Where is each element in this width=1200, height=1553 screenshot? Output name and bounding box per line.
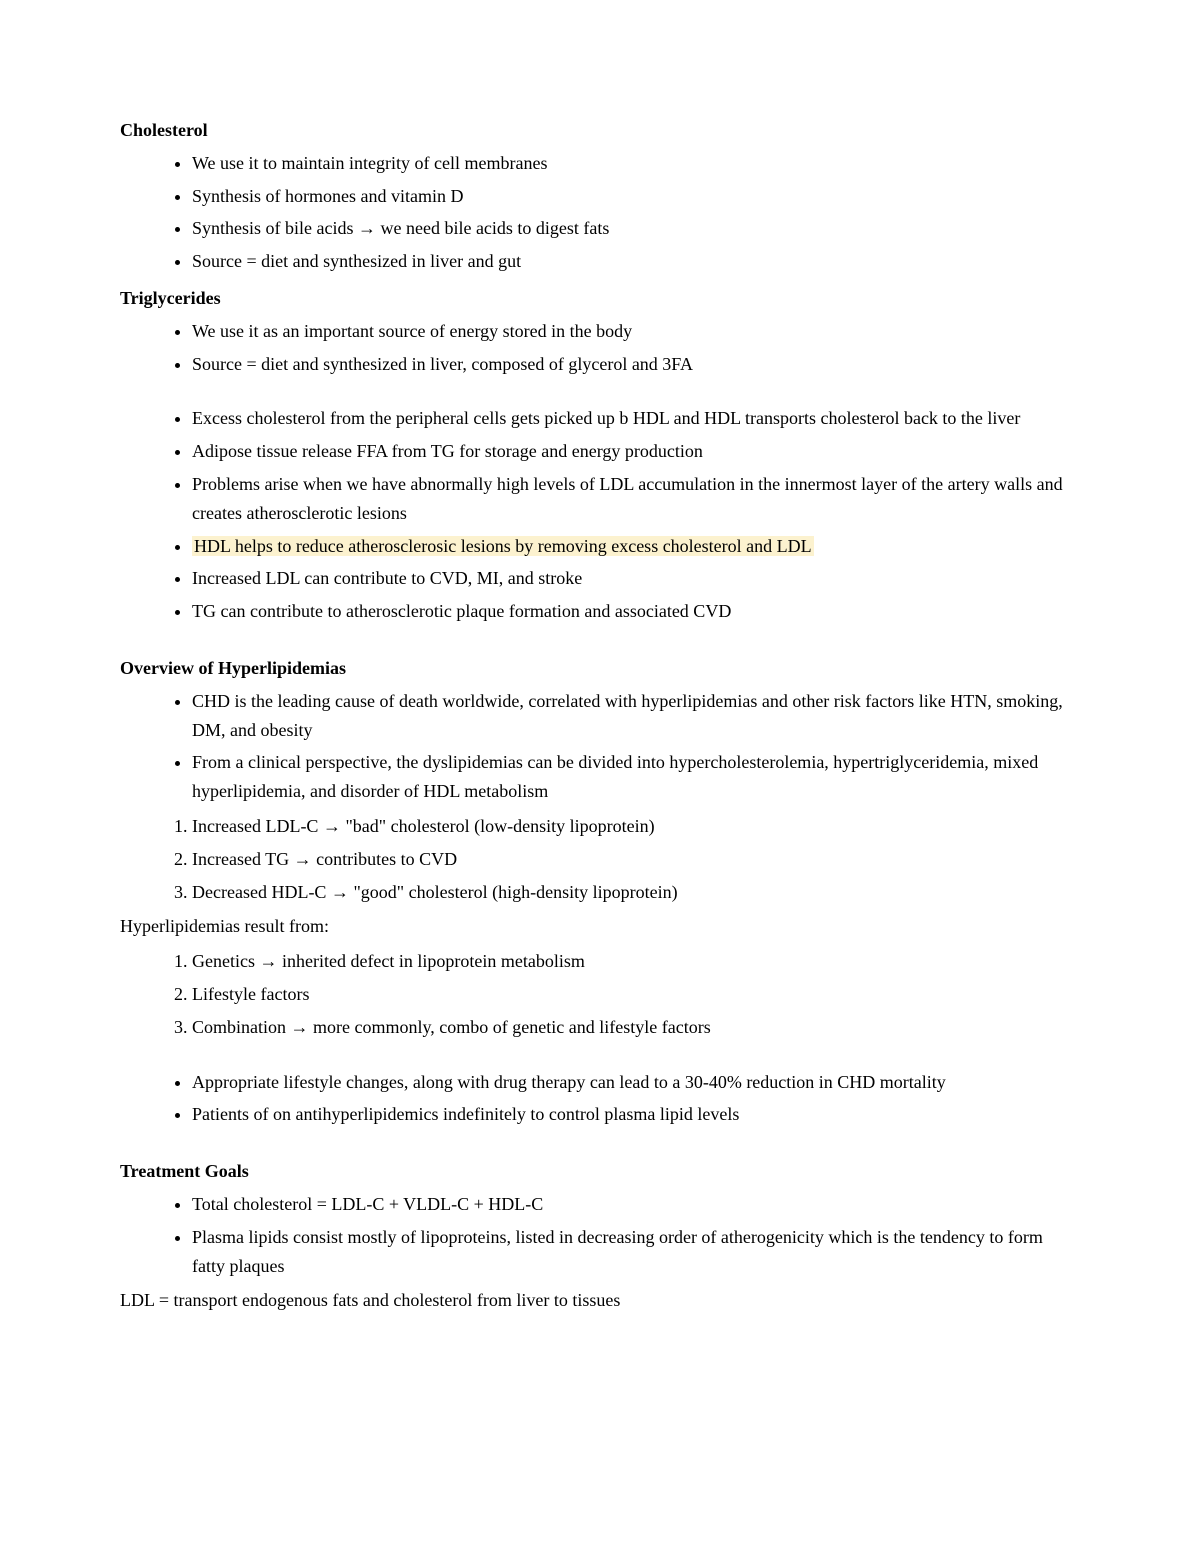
overview-numbered-a: Increased LDL-C → "bad" cholesterol (low… xyxy=(120,810,1080,908)
heading-treatment: Treatment Goals xyxy=(120,1157,1080,1186)
list-item: Source = diet and synthesized in liver a… xyxy=(192,245,1080,278)
list-item: Appropriate lifestyle changes, along wit… xyxy=(192,1066,1080,1099)
overview-numbered-b: Genetics → inherited defect in lipoprote… xyxy=(120,945,1080,1043)
list-item: TG can contribute to atherosclerotic pla… xyxy=(192,595,1080,628)
list-item: Genetics → inherited defect in lipoprote… xyxy=(192,945,1080,978)
heading-overview: Overview of Hyperlipidemias xyxy=(120,654,1080,683)
triglycerides-bullets-a: We use it as an important source of ener… xyxy=(120,315,1080,381)
list-item: Combination → more commonly, combo of ge… xyxy=(192,1011,1080,1044)
treatment-bullets: Total cholesterol = LDL-C + VLDL-C + HDL… xyxy=(120,1188,1080,1282)
list-item: CHD is the leading cause of death worldw… xyxy=(192,685,1080,747)
spacer xyxy=(120,630,1080,648)
list-item: Excess cholesterol from the peripheral c… xyxy=(192,402,1080,435)
list-item: We use it as an important source of ener… xyxy=(192,315,1080,348)
spacer xyxy=(120,382,1080,400)
list-item: Total cholesterol = LDL-C + VLDL-C + HDL… xyxy=(192,1188,1080,1221)
spacer xyxy=(120,1133,1080,1151)
overview-bullets-a: CHD is the leading cause of death worldw… xyxy=(120,685,1080,808)
overview-plain-text: Hyperlipidemias result from: xyxy=(120,912,1080,941)
document-page: Cholesterol We use it to maintain integr… xyxy=(0,0,1200,1553)
list-item: Plasma lipids consist mostly of lipoprot… xyxy=(192,1221,1080,1283)
highlight-text: HDL helps to reduce atherosclerosic lesi… xyxy=(192,536,814,556)
list-item-highlighted: HDL helps to reduce atherosclerosic lesi… xyxy=(192,530,1080,563)
list-item: Patients of on antihyperlipidemics indef… xyxy=(192,1098,1080,1131)
cholesterol-bullets: We use it to maintain integrity of cell … xyxy=(120,147,1080,278)
list-item: Synthesis of hormones and vitamin D xyxy=(192,180,1080,213)
list-item: Lifestyle factors xyxy=(192,978,1080,1011)
treatment-plain-text: LDL = transport endogenous fats and chol… xyxy=(120,1286,1080,1315)
list-item: Adipose tissue release FFA from TG for s… xyxy=(192,435,1080,468)
triglycerides-bullets-b: Excess cholesterol from the peripheral c… xyxy=(120,402,1080,628)
list-item: Increased LDL-C → "bad" cholesterol (low… xyxy=(192,810,1080,843)
list-item: Source = diet and synthesized in liver, … xyxy=(192,348,1080,381)
list-item: Problems arise when we have abnormally h… xyxy=(192,468,1080,530)
list-item: Increased TG → contributes to CVD xyxy=(192,843,1080,876)
list-item: We use it to maintain integrity of cell … xyxy=(192,147,1080,180)
heading-triglycerides: Triglycerides xyxy=(120,284,1080,313)
list-item: Synthesis of bile acids → we need bile a… xyxy=(192,212,1080,245)
list-item: Decreased HDL-C → "good" cholesterol (hi… xyxy=(192,876,1080,909)
list-item: Increased LDL can contribute to CVD, MI,… xyxy=(192,562,1080,595)
heading-cholesterol: Cholesterol xyxy=(120,116,1080,145)
overview-bullets-b: Appropriate lifestyle changes, along wit… xyxy=(120,1066,1080,1132)
list-item: From a clinical perspective, the dyslipi… xyxy=(192,746,1080,808)
spacer xyxy=(120,1046,1080,1064)
